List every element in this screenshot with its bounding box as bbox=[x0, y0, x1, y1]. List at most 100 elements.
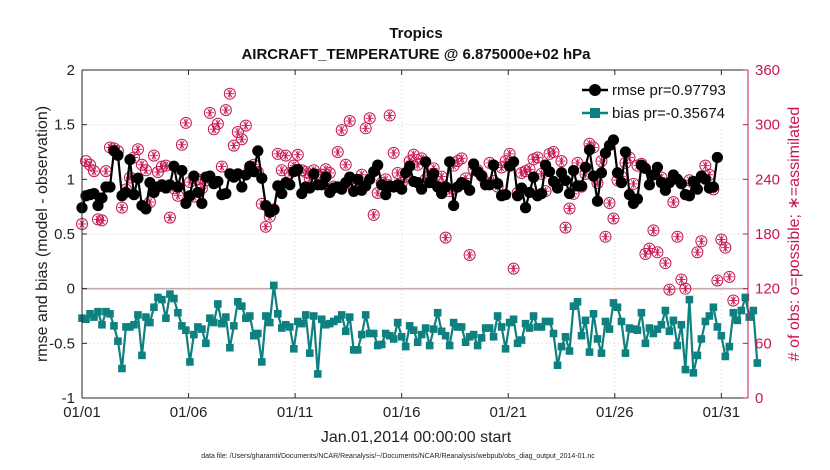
bias-point bbox=[202, 339, 210, 348]
bias-point bbox=[725, 342, 734, 351]
bias-point bbox=[601, 317, 610, 326]
bias-point bbox=[198, 325, 206, 333]
bias-point bbox=[238, 302, 246, 310]
rmse-point bbox=[491, 178, 504, 190]
bias-point bbox=[281, 320, 290, 329]
bias-point bbox=[297, 319, 306, 328]
bias-point bbox=[146, 318, 154, 327]
obs-possible-marker bbox=[679, 282, 692, 295]
obs-possible-marker bbox=[651, 246, 664, 259]
y-tick-label: 2 bbox=[67, 62, 75, 79]
bias-point bbox=[385, 331, 394, 340]
axes: 01/01 01/06 01/11 01/16 01/21 01/26 01/31 -1 -0.… bbox=[49, 62, 780, 421]
obs-possible-marker bbox=[271, 147, 284, 160]
obs-assimilated-marker bbox=[669, 197, 678, 207]
bias-point bbox=[174, 308, 182, 317]
bias-point bbox=[333, 315, 342, 324]
bias-point bbox=[669, 316, 678, 325]
bias-point bbox=[389, 335, 398, 343]
bias-point bbox=[134, 311, 142, 319]
bias-point bbox=[381, 329, 390, 338]
bias-point bbox=[661, 306, 670, 315]
obs-assimilated-marker bbox=[677, 275, 686, 284]
data-file-footer: data file: /Users/gharamti/Documents/NCA… bbox=[201, 453, 595, 460]
bias-point bbox=[749, 306, 758, 315]
y2-tick-label: 120 bbox=[755, 281, 780, 298]
rmse-point bbox=[464, 184, 476, 196]
obs-possible-marker bbox=[343, 115, 356, 128]
bias-point bbox=[589, 310, 598, 318]
rmse-point bbox=[420, 156, 432, 168]
bias-point bbox=[657, 320, 666, 329]
bias-point bbox=[313, 370, 322, 378]
obs-assimilated-marker bbox=[373, 188, 382, 198]
obs-possible-marker bbox=[727, 294, 740, 307]
obs-assimilated-marker bbox=[137, 160, 147, 169]
bias-point bbox=[405, 322, 414, 330]
rmse-point bbox=[527, 171, 540, 183]
obs-assimilated-marker bbox=[333, 147, 342, 157]
bias-series bbox=[78, 281, 762, 378]
chart-subtitle: AIRCRAFT_TEMPERATURE @ 6.875000e+02 hPa bbox=[241, 46, 591, 63]
bias-point bbox=[713, 323, 722, 331]
bias-point bbox=[289, 345, 298, 353]
obs-possible-marker bbox=[691, 246, 704, 259]
obs-assimilated-marker bbox=[97, 216, 107, 225]
bias-point bbox=[178, 322, 186, 330]
bias-point bbox=[561, 332, 570, 341]
obs-assimilated-marker bbox=[645, 244, 654, 253]
obs-assimilated-marker bbox=[721, 243, 730, 252]
bias-point bbox=[138, 351, 146, 360]
legend-rmse-marker bbox=[589, 84, 601, 96]
obs-assimilated-marker bbox=[681, 284, 690, 293]
y2-tick-label: 0 bbox=[755, 390, 763, 407]
obs-possible-marker bbox=[383, 109, 396, 122]
bias-point bbox=[577, 331, 586, 340]
bias-point bbox=[457, 323, 466, 331]
x-tick-label: 01/31 bbox=[703, 404, 741, 421]
bias-point bbox=[206, 314, 214, 322]
rmse-point bbox=[192, 186, 204, 199]
rmse-point bbox=[487, 159, 500, 171]
obs-assimilated-marker bbox=[273, 149, 283, 159]
obs-assimilated-marker bbox=[233, 127, 243, 137]
obs-possible-marker bbox=[259, 220, 272, 233]
rmse-point bbox=[579, 161, 592, 173]
bias-point bbox=[473, 341, 482, 350]
obs-assimilated-marker bbox=[237, 135, 247, 144]
rmse-point bbox=[711, 151, 723, 164]
obs-possible-marker bbox=[163, 211, 176, 224]
bias-point bbox=[262, 312, 270, 320]
obs-possible-marker bbox=[79, 155, 92, 168]
obs-assimilated-marker bbox=[673, 232, 682, 241]
bias-point bbox=[365, 329, 374, 338]
bias-point bbox=[170, 294, 178, 303]
y-axis-label: rmse and bias (model - observation) bbox=[34, 106, 51, 362]
obs-assimilated-marker bbox=[509, 264, 518, 273]
bias-point bbox=[605, 325, 614, 333]
rmse-point bbox=[615, 177, 628, 189]
rmse-point bbox=[559, 174, 572, 187]
bias-point bbox=[465, 332, 474, 341]
rmse-point bbox=[220, 187, 232, 200]
bias-point bbox=[82, 315, 90, 324]
rmse-point bbox=[188, 170, 200, 182]
obs-possible-marker bbox=[711, 274, 724, 287]
rmse-point bbox=[284, 179, 296, 191]
bias-point bbox=[373, 341, 382, 350]
bias-point bbox=[653, 325, 662, 333]
rmse-point bbox=[507, 156, 520, 168]
obs-assimilated-marker bbox=[361, 124, 370, 133]
bias-point bbox=[349, 346, 358, 354]
bias-point bbox=[569, 302, 578, 310]
bias-point bbox=[162, 314, 170, 322]
bias-point bbox=[186, 358, 194, 366]
obs-assimilated-marker bbox=[225, 89, 235, 98]
bias-point bbox=[709, 303, 718, 312]
obs-possible-marker bbox=[335, 124, 348, 137]
obs-possible-marker bbox=[659, 257, 672, 270]
obs-assimilated-marker bbox=[341, 160, 350, 169]
bias-point bbox=[489, 332, 498, 341]
obs-assimilated-marker bbox=[209, 125, 219, 134]
